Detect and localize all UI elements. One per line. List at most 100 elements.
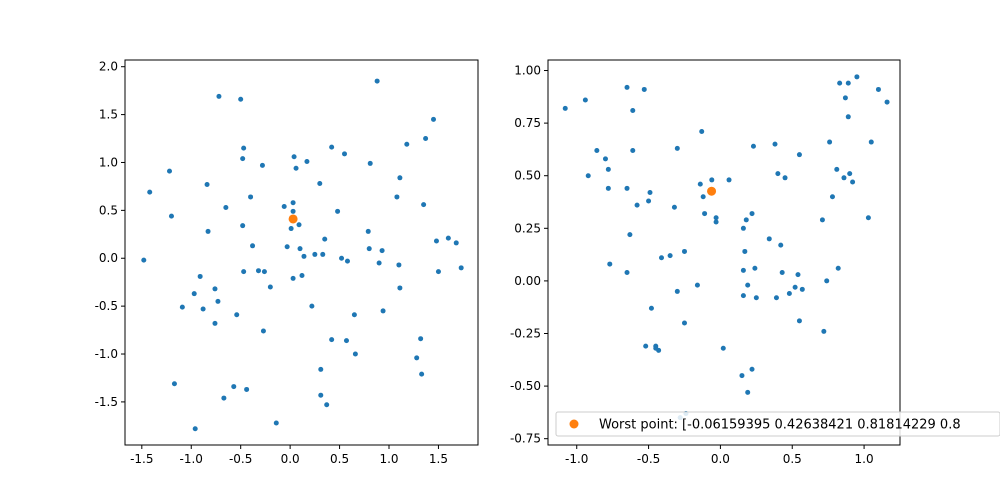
right-data-point-11 xyxy=(627,232,633,238)
legend-label-worst-point: Worst point: [-0.06159395 0.42638421 0.8… xyxy=(599,418,961,433)
left-data-point-0 xyxy=(141,257,147,263)
left-data-point-83 xyxy=(435,269,441,275)
left-data-point-78 xyxy=(419,371,425,377)
right-data-point-83 xyxy=(865,215,871,221)
left-x-tick-label-1: -1.0 xyxy=(180,452,203,466)
right-data-point-67 xyxy=(799,286,805,292)
left-data-point-25 xyxy=(244,386,250,392)
right-data-point-47 xyxy=(743,217,749,223)
right-data-point-13 xyxy=(630,147,636,153)
left-y-tick-label-5: -0.5 xyxy=(95,299,118,313)
right-data-point-2 xyxy=(585,173,591,179)
left-data-point-63 xyxy=(352,351,358,357)
right-y-tick-label-7: -0.75 xyxy=(510,432,541,446)
right-data-point-50 xyxy=(749,366,755,372)
right-data-point-14 xyxy=(634,202,640,208)
left-data-point-82 xyxy=(433,238,439,244)
left-data-point-69 xyxy=(379,248,385,254)
right-data-point-40 xyxy=(720,345,726,351)
left-data-point-1 xyxy=(147,189,153,195)
left-y-axis-ticks: 2.0 1.5 1.0 0.5 0.0 -0.5 -1.0 -1.5 xyxy=(95,60,125,409)
right-data-point-24 xyxy=(667,253,673,259)
left-data-point-14 xyxy=(215,298,221,304)
left-data-point-55 xyxy=(329,337,335,343)
right-data-point-84 xyxy=(868,139,874,145)
left-data-point-32 xyxy=(267,284,273,290)
right-data-point-78 xyxy=(845,80,851,86)
left-data-point-39 xyxy=(290,275,296,281)
right-data-point-22 xyxy=(656,347,662,353)
left-data-point-86 xyxy=(458,265,464,271)
right-data-point-41 xyxy=(726,177,732,183)
right-y-tick-label-0: 1.00 xyxy=(514,64,541,78)
right-data-point-61 xyxy=(782,175,788,181)
left-data-point-62 xyxy=(351,312,357,318)
left-data-point-59 xyxy=(342,151,348,157)
right-data-point-66 xyxy=(796,152,802,158)
left-y-tick-label-3: 0.5 xyxy=(99,203,118,217)
left-data-point-34 xyxy=(281,204,287,210)
left-data-point-17 xyxy=(223,204,229,210)
right-data-point-68 xyxy=(819,217,825,223)
left-data-point-53 xyxy=(322,236,328,242)
left-y-tick-label-1: 1.5 xyxy=(99,108,118,122)
left-data-point-68 xyxy=(376,260,382,266)
right-data-point-60 xyxy=(779,269,785,275)
left-data-point-2 xyxy=(167,168,172,174)
right-x-tick-label-3: 0.5 xyxy=(783,452,802,466)
left-data-point-20 xyxy=(238,96,244,102)
right-data-point-49 xyxy=(745,389,751,395)
right-data-point-38 xyxy=(713,215,719,221)
right-data-point-63 xyxy=(792,284,798,290)
right-data-point-23 xyxy=(659,255,664,261)
right-data-point-77 xyxy=(842,95,848,101)
left-data-point-47 xyxy=(309,303,315,309)
right-data-point-55 xyxy=(766,236,772,242)
right-data-point-15 xyxy=(641,86,647,92)
left-data-point-48 xyxy=(312,251,318,257)
right-data-point-26 xyxy=(674,145,680,151)
left-data-point-8 xyxy=(197,273,203,279)
left-data-point-64 xyxy=(365,228,371,234)
left-y-tick-label-7: -1.5 xyxy=(95,395,118,409)
left-data-point-67 xyxy=(374,78,380,84)
left-data-point-15 xyxy=(216,93,222,99)
right-data-point-54 xyxy=(753,295,759,301)
left-data-point-5 xyxy=(179,304,185,310)
right-data-point-34 xyxy=(699,129,705,135)
right-data-point-76 xyxy=(841,175,847,181)
left-y-tick-label-4: 0.0 xyxy=(99,251,118,265)
right-data-point-75 xyxy=(837,80,843,86)
left-data-point-72 xyxy=(396,262,402,268)
left-data-point-11 xyxy=(205,228,211,234)
left-data-point-66 xyxy=(367,160,373,166)
right-data-point-9 xyxy=(624,185,630,191)
left-x-tick-label-6: 1.5 xyxy=(429,452,448,466)
right-data-point-56 xyxy=(772,141,778,147)
left-x-tick-label-3: 0.0 xyxy=(281,452,300,466)
left-data-point-65 xyxy=(366,246,372,252)
left-data-point-80 xyxy=(423,136,429,142)
right-data-point-4 xyxy=(602,156,608,162)
left-data-point-51 xyxy=(318,392,324,398)
right-scatter-plot: -1.0 -0.5 0.0 0.5 1.0 1.00 0.75 0.50 0.25 0.00 -0… xyxy=(510,59,901,466)
left-data-point-18 xyxy=(231,384,237,390)
left-data-point-22 xyxy=(240,156,246,162)
right-data-point-35 xyxy=(700,194,706,200)
left-data-point-79 xyxy=(421,202,427,208)
right-data-point-1 xyxy=(582,97,588,103)
left-data-point-56 xyxy=(329,144,335,150)
right-y-tick-label-1: 0.75 xyxy=(514,116,541,130)
left-data-point-84 xyxy=(445,235,451,241)
left-y-tick-label-0: 2.0 xyxy=(99,60,118,74)
left-data-point-38 xyxy=(290,208,296,214)
right-worst-point-marker xyxy=(707,186,717,196)
right-data-point-65 xyxy=(796,318,802,324)
right-data-point-29 xyxy=(681,320,687,326)
right-y-tick-label-6: -0.50 xyxy=(510,379,541,393)
right-y-axis-ticks: 1.00 0.75 0.50 0.25 0.00 -0.25 -0.50 -0.75 xyxy=(510,64,548,446)
right-data-point-64 xyxy=(795,272,801,278)
right-data-point-62 xyxy=(786,291,792,297)
right-data-point-19 xyxy=(648,305,654,311)
left-x-tick-label-0: -1.5 xyxy=(130,452,153,466)
